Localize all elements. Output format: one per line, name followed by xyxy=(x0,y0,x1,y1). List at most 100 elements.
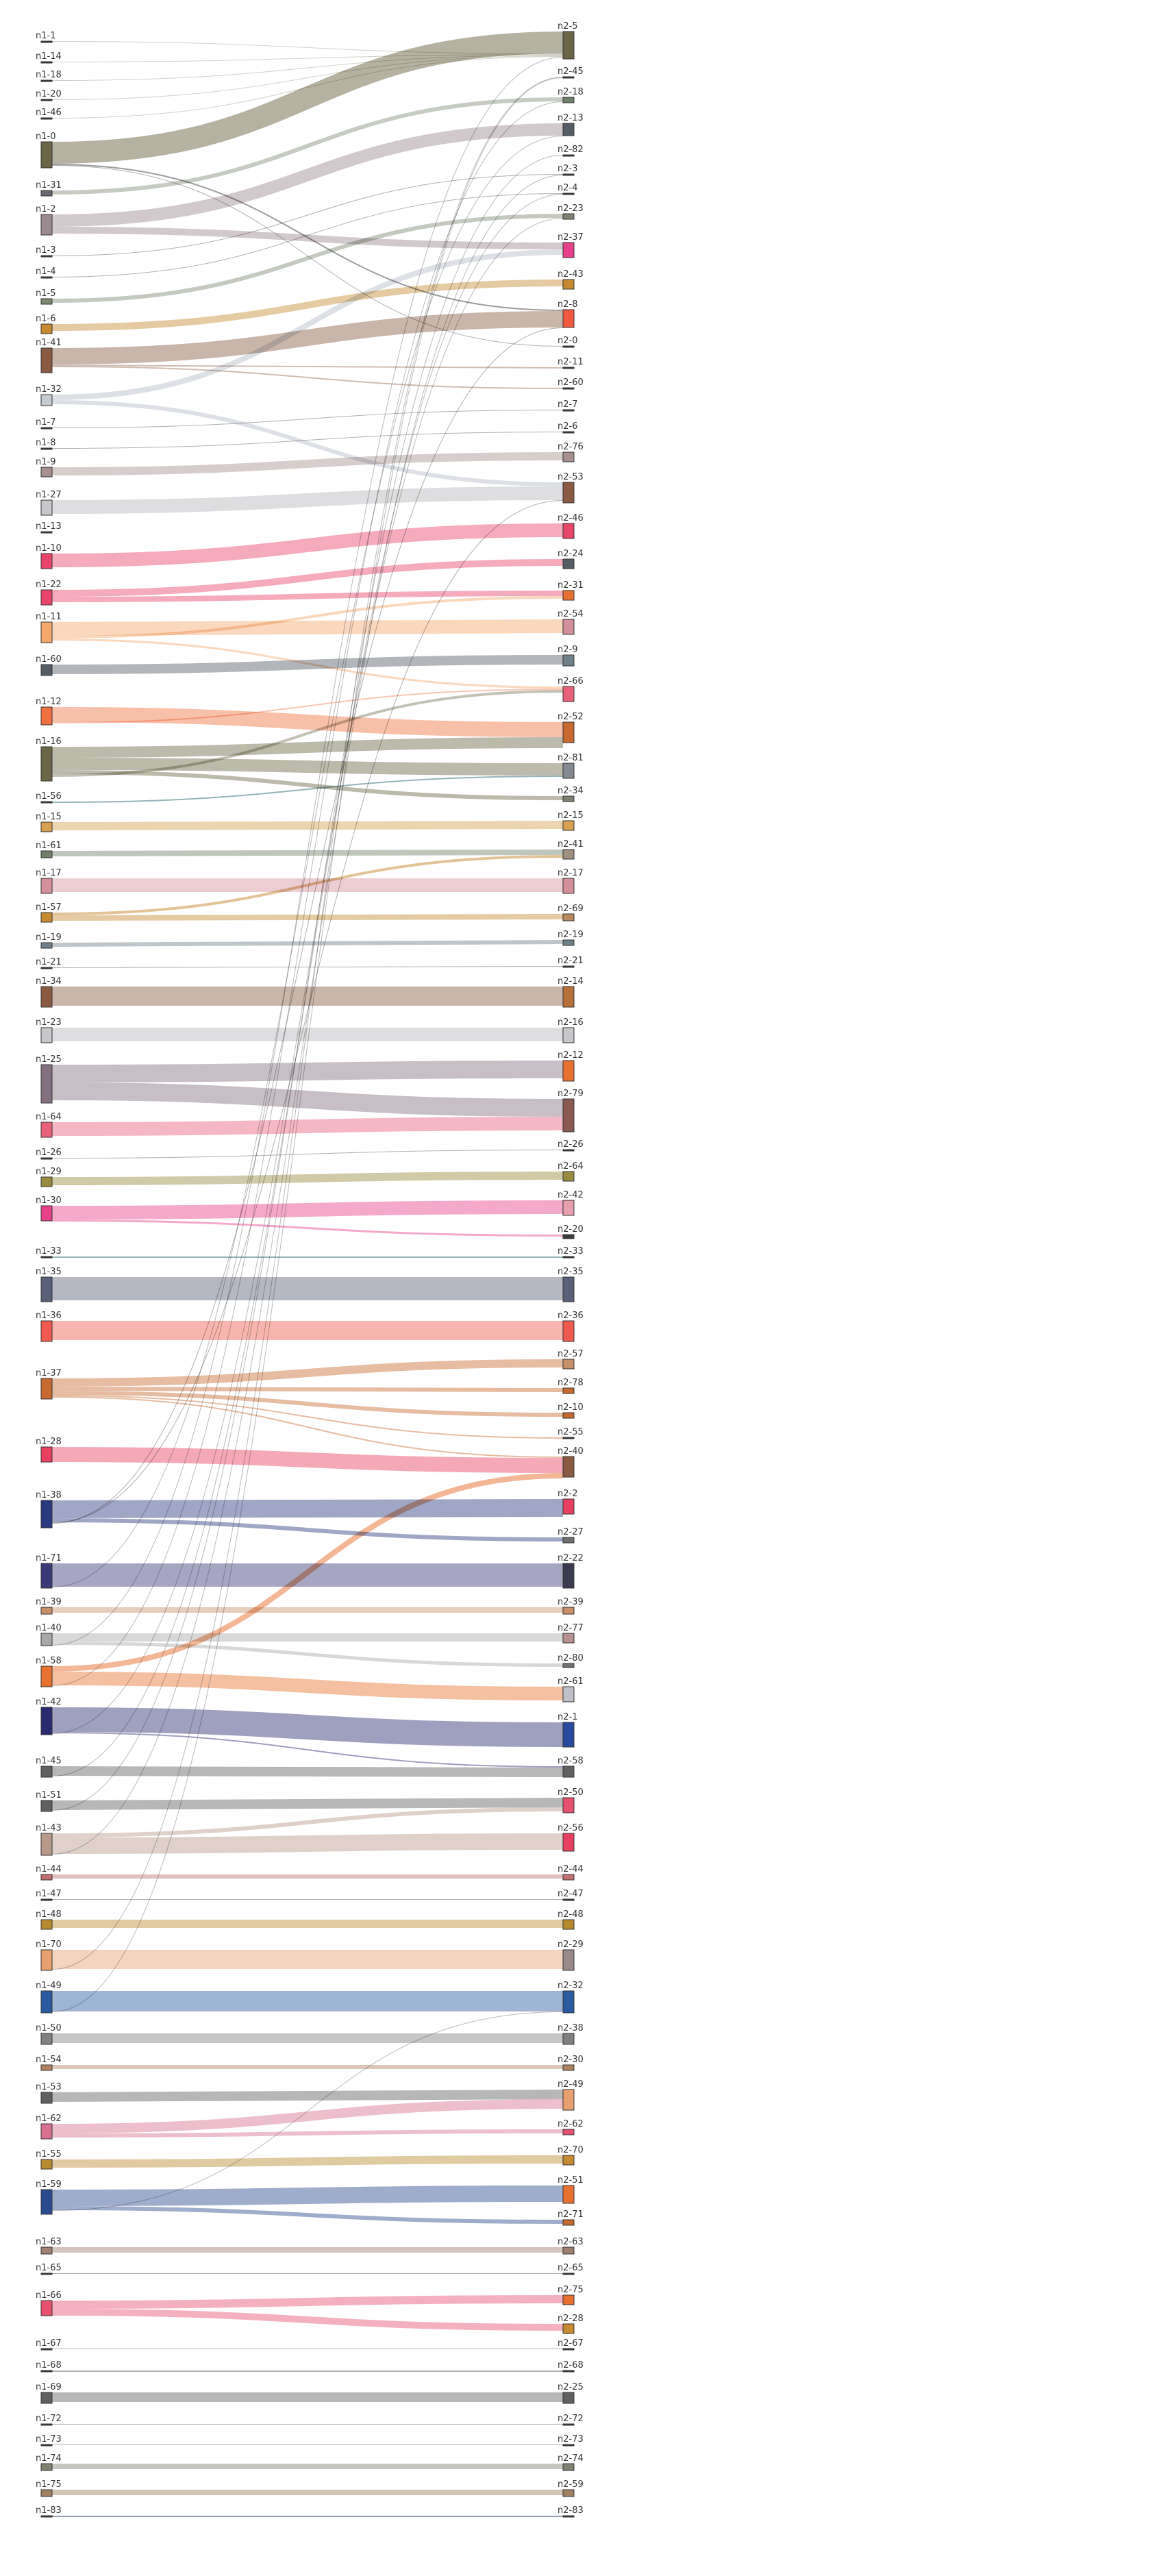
sankey-link-n1-37-n2-55 xyxy=(51,1395,564,1439)
node-label: n2-78 xyxy=(558,1378,584,1388)
node-label: n2-59 xyxy=(558,2479,584,2490)
sankey-node-n1-66 xyxy=(40,2300,53,2316)
sankey-node-n2-67 xyxy=(562,2348,575,2351)
sankey-node-n1-44 xyxy=(40,1874,53,1881)
sankey-node-n1-26 xyxy=(40,1157,53,1160)
sankey-node-n1-56 xyxy=(40,801,53,804)
node-label: n1-55 xyxy=(36,2149,62,2159)
sankey-link-n1-15-n2-15 xyxy=(51,821,564,830)
node-label: n2-39 xyxy=(558,1597,584,1607)
node-label: n1-4 xyxy=(36,267,55,277)
node-label: n1-38 xyxy=(36,1490,62,1500)
sankey-link-n1-59-n2-32 xyxy=(51,2011,564,2211)
sankey-node-n1-4 xyxy=(40,276,53,279)
node-label: n2-28 xyxy=(558,2314,584,2324)
node-label: n1-83 xyxy=(36,2505,62,2516)
sankey-node-n1-69 xyxy=(40,2392,53,2404)
sankey-node-n2-51 xyxy=(562,2185,575,2204)
sankey-link-n1-59-n2-51 xyxy=(51,2185,564,2206)
sankey-node-n2-17 xyxy=(562,878,575,894)
node-label: n2-26 xyxy=(558,1139,584,1150)
node-label: n1-40 xyxy=(36,1623,62,1633)
sankey-node-n2-26 xyxy=(562,1149,575,1152)
sankey-node-n1-63 xyxy=(40,2246,53,2255)
sankey-node-n2-69 xyxy=(562,913,575,921)
sankey-link-n1-10-n2-46 xyxy=(51,523,564,567)
sankey-node-n1-42 xyxy=(40,1707,53,1735)
sankey-node-n2-59 xyxy=(562,2489,575,2497)
node-label: n1-45 xyxy=(36,1756,62,1766)
node-label: n2-41 xyxy=(558,839,584,850)
node-label: n1-46 xyxy=(36,108,62,118)
node-label: n1-72 xyxy=(36,2414,62,2424)
sankey-link-n1-59-n2-71 xyxy=(51,2206,564,2224)
node-label: n2-45 xyxy=(558,66,584,77)
node-label: n1-65 xyxy=(36,2263,62,2273)
node-label: n1-73 xyxy=(36,2434,62,2444)
node-label: n1-5 xyxy=(36,288,55,299)
node-label: n1-35 xyxy=(36,1267,62,1277)
sankey-node-n1-50 xyxy=(40,2033,53,2045)
sankey-node-n1-28 xyxy=(40,1446,53,1463)
sankey-node-n2-78 xyxy=(562,1387,575,1394)
node-label: n1-19 xyxy=(36,932,62,943)
sankey-node-n2-45 xyxy=(562,76,575,79)
sankey-node-n1-16 xyxy=(40,746,53,782)
sankey-node-n1-41 xyxy=(40,347,53,373)
node-label: n2-64 xyxy=(558,1161,584,1172)
node-label: n1-8 xyxy=(36,438,55,448)
sankey-link-n1-60-n2-9 xyxy=(51,655,564,674)
sankey-node-n2-53 xyxy=(562,482,575,504)
node-label: n2-63 xyxy=(558,2237,584,2247)
node-label: n2-62 xyxy=(558,2119,584,2129)
node-label: n2-3 xyxy=(558,164,577,174)
node-label: n2-32 xyxy=(558,1981,584,1991)
node-label: n2-80 xyxy=(558,1653,584,1663)
sankey-link-n1-0-n2-5 xyxy=(51,32,564,164)
sankey-node-n1-8 xyxy=(40,447,53,450)
sankey-node-n1-43 xyxy=(40,1833,53,1856)
sankey-link-n1-3-n2-3 xyxy=(51,174,564,256)
sankey-node-n2-70 xyxy=(562,2155,575,2166)
sankey-link-n1-70-n2-45 xyxy=(51,77,564,1970)
node-label: n2-81 xyxy=(558,753,584,763)
sankey-node-n2-22 xyxy=(562,1563,575,1589)
node-label: n1-12 xyxy=(36,697,62,707)
sankey-link-n1-8-n2-6 xyxy=(51,432,564,449)
node-label: n1-41 xyxy=(36,338,62,348)
sankey-node-n2-41 xyxy=(562,849,575,860)
node-label: n2-49 xyxy=(558,2079,584,2090)
sankey-node-n1-5 xyxy=(40,298,53,305)
sankey-node-n1-73 xyxy=(40,2444,53,2447)
node-label: n2-72 xyxy=(558,2414,584,2424)
node-label: n2-47 xyxy=(558,1889,584,1899)
sankey-node-n2-43 xyxy=(562,279,575,290)
sankey-node-n1-13 xyxy=(40,531,53,534)
sankey-node-n2-66 xyxy=(562,686,575,702)
sankey-node-n1-27 xyxy=(40,499,53,516)
node-label: n1-75 xyxy=(36,2479,62,2490)
sankey-node-n2-12 xyxy=(562,1060,575,1082)
sankey-node-n1-9 xyxy=(40,467,53,478)
sankey-node-n1-22 xyxy=(40,589,53,606)
node-label: n2-19 xyxy=(558,930,584,940)
sankey-node-n1-47 xyxy=(40,1898,53,1901)
node-label: n2-24 xyxy=(558,549,584,559)
sankey-link-n1-12-n2-66 xyxy=(51,689,564,723)
node-label: n1-71 xyxy=(36,1553,62,1563)
node-label: n2-77 xyxy=(558,1623,584,1633)
node-label: n1-13 xyxy=(36,521,62,532)
sankey-link-n1-66-n2-75 xyxy=(51,2295,564,2309)
sankey-node-n1-57 xyxy=(40,912,53,923)
node-label: n2-10 xyxy=(558,1402,584,1413)
node-label: n1-21 xyxy=(36,957,62,967)
sankey-link-n1-29-n2-64 xyxy=(51,1172,564,1185)
sankey-node-n2-46 xyxy=(562,523,575,539)
node-label: n1-16 xyxy=(36,736,62,747)
sankey-link-n1-7-n2-7 xyxy=(51,410,564,428)
node-label: n1-63 xyxy=(36,2237,62,2247)
sankey-node-n2-82 xyxy=(562,154,575,157)
node-label: n1-61 xyxy=(36,841,62,851)
node-label: n1-54 xyxy=(36,2055,62,2065)
sankey-link-n1-40-n2-80 xyxy=(51,1642,564,1667)
